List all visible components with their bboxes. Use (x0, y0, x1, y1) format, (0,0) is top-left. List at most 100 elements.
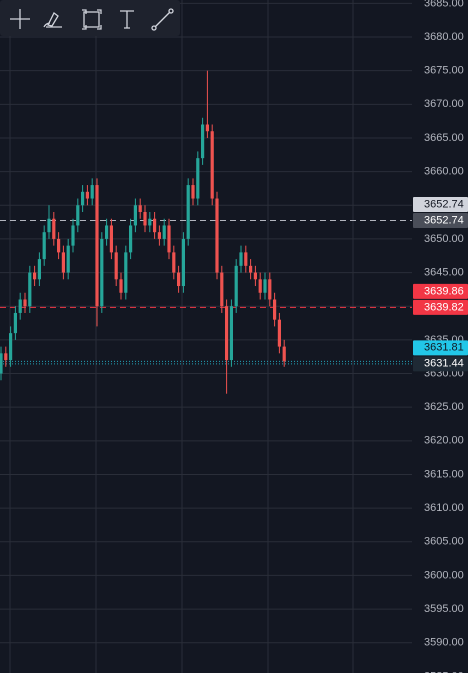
candle-body (66, 245, 70, 273)
candle-body (143, 211, 147, 226)
grid (0, 2, 412, 644)
y-tick-label: 3685.00 (424, 0, 464, 9)
candle-body (162, 225, 166, 239)
candle-body (114, 252, 118, 280)
candle-body (52, 218, 56, 239)
price-label: 3631.81 (424, 342, 464, 354)
candle-body (133, 205, 137, 226)
y-tick-label: 3660.00 (424, 166, 464, 178)
candle-body (129, 225, 133, 253)
price-lines (0, 219, 412, 365)
candle-body (244, 252, 248, 266)
price-label-bg (413, 356, 468, 372)
y-tick-label: 3615.00 (424, 468, 464, 480)
y-tick-label: 3665.00 (424, 132, 464, 144)
candle-body (186, 185, 190, 239)
price-label: 3639.86 (424, 285, 464, 297)
candle-body (47, 218, 51, 233)
candle-body (201, 124, 205, 159)
text-tool[interactable] (120, 10, 134, 29)
candle-body (57, 238, 61, 253)
candle-body (181, 238, 185, 287)
candle-body (9, 333, 13, 361)
y-tick-label: 3625.00 (424, 401, 464, 413)
y-tick-label: 3600.00 (424, 569, 464, 581)
candle-body (157, 232, 161, 239)
y-tick-label: 3595.00 (424, 603, 464, 615)
candle-body (220, 272, 224, 307)
candle-body (76, 205, 80, 226)
price-label-bg (413, 299, 468, 315)
candle-body (263, 279, 267, 293)
price-label-bg (413, 196, 468, 212)
y-tick-label: 3670.00 (424, 98, 464, 110)
price-label-bg (413, 212, 468, 228)
candle-body (268, 279, 272, 300)
candle-body (23, 299, 27, 307)
candle-body (229, 306, 233, 361)
y-tick-label: 3585.00 (424, 670, 464, 673)
candle-body (196, 158, 200, 199)
candle-body (210, 131, 214, 199)
candle-body (109, 225, 113, 253)
y-tick-label: 3680.00 (424, 31, 464, 43)
candle-body (191, 185, 195, 199)
price-label: 3639.82 (424, 301, 464, 313)
vertical-grid (9, 0, 354, 673)
candle-body (172, 252, 176, 273)
candle-body (100, 238, 104, 307)
candle-body (239, 252, 243, 266)
price-label: 3652.74 (424, 198, 464, 210)
candle-body (18, 299, 22, 313)
y-tick-label: 3675.00 (424, 65, 464, 77)
candle-body (81, 191, 85, 206)
candle-body (33, 272, 37, 280)
rectangle-tool[interactable] (82, 9, 102, 30)
candle-body (124, 252, 128, 293)
crosshair-tool[interactable] (10, 9, 30, 29)
candle-body (253, 272, 257, 280)
candle-body (85, 191, 89, 199)
candle-body (90, 185, 94, 199)
candle-body (249, 265, 253, 273)
candle-body (42, 232, 46, 260)
candle-body (277, 319, 281, 347)
candle-body (138, 205, 142, 212)
y-axis: 3585.00 3590.00 3595.00 3600.00 3605.00 3610.… (413, 0, 468, 673)
candle-body (282, 346, 286, 362)
price-label-bg (413, 283, 468, 299)
price-label-bg (413, 340, 468, 356)
y-tick-label: 3650.00 (424, 233, 464, 245)
candle-body (258, 279, 262, 293)
candle-body (119, 279, 123, 293)
candle-body (234, 265, 238, 307)
candle-body (95, 185, 99, 307)
y-tick-label: 3590.00 (424, 637, 464, 649)
candle-body (153, 218, 157, 233)
candle-body (37, 259, 41, 280)
y-tick-label: 3610.00 (424, 502, 464, 514)
candle-body (13, 312, 17, 334)
y-tick-label: 3645.00 (424, 266, 464, 278)
candles (0, 70, 286, 394)
candle-body (167, 225, 171, 253)
price-label: 3631.44 (424, 358, 464, 370)
line-tool[interactable] (151, 8, 174, 31)
candle-body (28, 272, 32, 307)
candle-body (0, 353, 3, 374)
toolbar-bg (0, 0, 180, 36)
candle-body (177, 272, 181, 287)
candle-body (61, 252, 65, 273)
price-label: 3652.74 (424, 214, 464, 226)
candle-body (148, 218, 152, 226)
y-tick-label: 3605.00 (424, 536, 464, 548)
toolbar (0, 0, 180, 36)
candle-body (4, 353, 8, 361)
candle-body (105, 225, 109, 239)
brush-tool[interactable] (43, 12, 62, 28)
candle-body (225, 306, 229, 361)
candle-body (273, 299, 277, 320)
candle-body (71, 225, 75, 246)
y-tick-label: 3620.00 (424, 435, 464, 447)
